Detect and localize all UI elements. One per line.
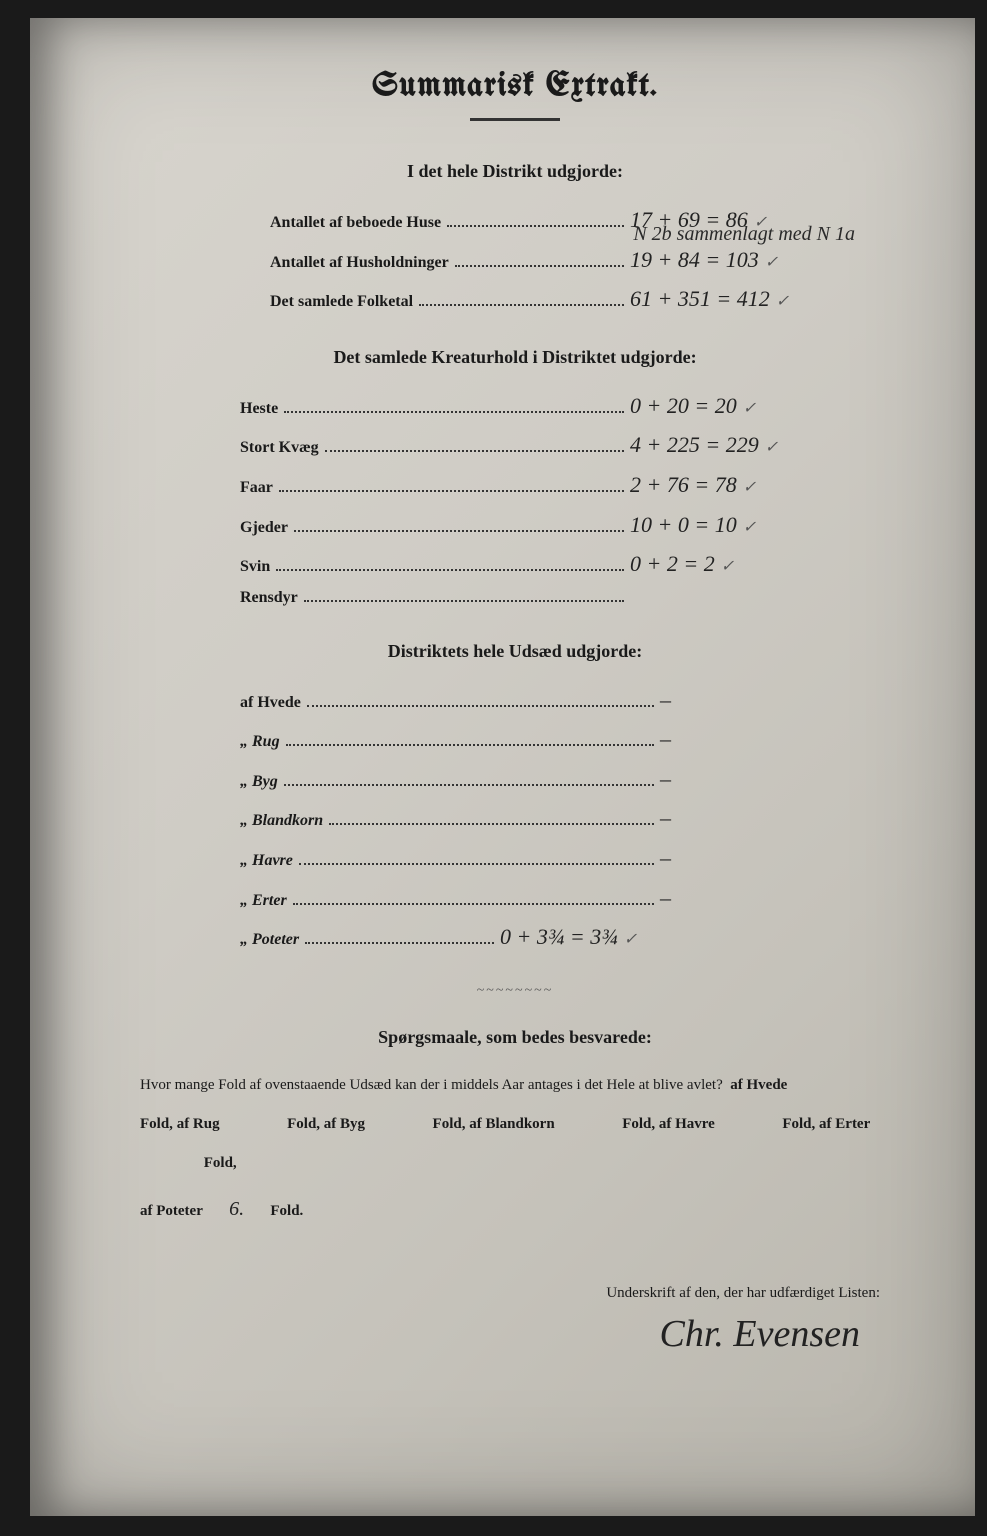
section1-rows: Antallet af beboede Huse 17 + 69 = 86✓ A… (270, 200, 890, 319)
question-paragraph: Hvor mange Fold af ovenstaaende Udsæd ka… (140, 1066, 880, 1235)
row-label: Gjeder (240, 514, 288, 543)
row-label: „ Byg (240, 768, 278, 797)
row-label: „ Rug (240, 728, 280, 757)
table-row: Svin 0 + 2 = 2✓ (240, 544, 890, 584)
leader-dots (325, 450, 624, 452)
row-value: 0 + 20 = 20✓ (630, 386, 890, 426)
row-label: Heste (240, 395, 278, 424)
table-row: Antallet af beboede Huse 17 + 69 = 86✓ (270, 200, 890, 240)
section1-heading: I det hele Distrikt udgjorde: (110, 161, 920, 182)
section3-heading: Distriktets hele Udsæd udgjorde: (110, 641, 920, 662)
row-value: 10 + 0 = 10✓ (630, 505, 890, 545)
leader-dots (329, 823, 654, 825)
table-row: „ Blandkorn – (240, 798, 700, 838)
table-row: „ Byg – (240, 759, 700, 799)
divider-wave: ~~~~~~~~ (110, 983, 920, 999)
question-lead: Hvor mange Fold af ovenstaaende Udsæd ka… (140, 1077, 723, 1093)
leader-dots (419, 304, 624, 306)
row-label: „ Havre (240, 847, 293, 876)
leader-dots (304, 600, 624, 602)
row-label: Stort Kvæg (240, 434, 319, 463)
leader-dots (299, 863, 654, 865)
row-label: „ Erter (240, 887, 287, 916)
title-rule (470, 118, 560, 121)
leader-dots (455, 265, 624, 267)
signature-name: Chr. Evensen (110, 1312, 860, 1356)
row-value: 61 + 351 = 412✓ (630, 279, 890, 319)
signature-label: Underskrift af den, der har udfærdiget L… (110, 1285, 880, 1302)
row-value: – (660, 798, 700, 838)
section2-heading: Det samlede Kreaturhold i Distriktet udg… (110, 347, 920, 368)
table-row: Gjeder 10 + 0 = 10✓ (240, 505, 890, 545)
row-label: „ Poteter (240, 926, 299, 955)
row-value: – (660, 838, 700, 878)
question-heading: Spørgsmaale, som bedes besvarede: (110, 1027, 920, 1048)
row-label: Svin (240, 553, 270, 582)
row-label: „ Blandkorn (240, 807, 323, 836)
leader-dots (305, 942, 494, 944)
row-value: – (660, 680, 700, 720)
leader-dots (279, 490, 624, 492)
section2-rows: Heste 0 + 20 = 20✓ Stort Kvæg 4 + 225 = … (240, 386, 890, 613)
table-row: af Hvede – (240, 680, 700, 720)
row-value: – (660, 719, 700, 759)
document-page: Summarisk Extrakt. I det hele Distrikt u… (30, 18, 975, 1516)
row-value: 0 + 2 = 2✓ (630, 544, 890, 584)
leader-dots (276, 569, 624, 571)
table-row: „ Havre – (240, 838, 700, 878)
row-value: 0 + 3¾ = 3¾✓ (500, 917, 700, 957)
page-title: Summarisk Extrakt. (110, 68, 920, 104)
table-row: Stort Kvæg 4 + 225 = 229✓ (240, 425, 890, 465)
row-value: 2 + 76 = 78✓ (630, 465, 890, 505)
row-value: – (660, 759, 700, 799)
table-row: „ Poteter 0 + 3¾ = 3¾✓ (240, 917, 700, 957)
table-row: „ Erter – (240, 878, 700, 918)
row-label: Det samlede Folketal (270, 288, 413, 317)
row-label: af Hvede (240, 689, 301, 718)
row-value: – (660, 878, 700, 918)
section3-rows: af Hvede – „ Rug – „ Byg – „ Blandkorn –… (240, 680, 700, 957)
table-row: Faar 2 + 76 = 78✓ (240, 465, 890, 505)
leader-dots (447, 225, 624, 227)
table-row: Det samlede Folketal 61 + 351 = 412✓ (270, 279, 890, 319)
row-label: Antallet af Husholdninger (270, 249, 449, 278)
row-value: 19 + 84 = 103✓ (630, 240, 890, 280)
leader-dots (307, 705, 654, 707)
leader-dots (284, 784, 654, 786)
table-row: Antallet af Husholdninger 19 + 84 = 103✓ (270, 240, 890, 280)
leader-dots (284, 411, 624, 413)
leader-dots (294, 530, 624, 532)
leader-dots (293, 903, 654, 905)
leader-dots (286, 744, 654, 746)
table-row: Rensdyr (240, 584, 890, 613)
row-label: Rensdyr (240, 584, 298, 613)
row-label: Faar (240, 474, 273, 503)
row-value: 4 + 225 = 229✓ (630, 425, 890, 465)
row-value: 17 + 69 = 86✓ (630, 200, 890, 240)
table-row: Heste 0 + 20 = 20✓ (240, 386, 890, 426)
table-row: „ Rug – (240, 719, 700, 759)
row-label: Antallet af beboede Huse (270, 209, 441, 238)
